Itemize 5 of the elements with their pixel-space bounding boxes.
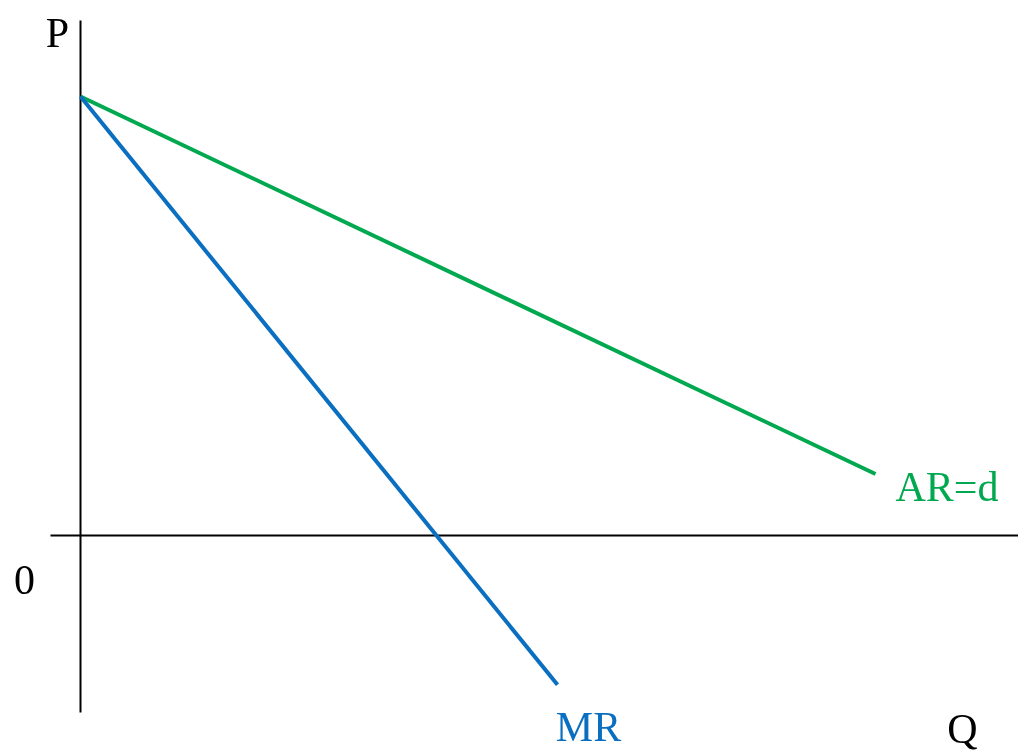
series-label: MR: [555, 703, 622, 750]
x-axis-title: Q: [947, 705, 978, 751]
y-axis-title: P: [45, 9, 70, 56]
text: 0: [14, 556, 35, 603]
series-label: AR=d: [895, 464, 999, 511]
